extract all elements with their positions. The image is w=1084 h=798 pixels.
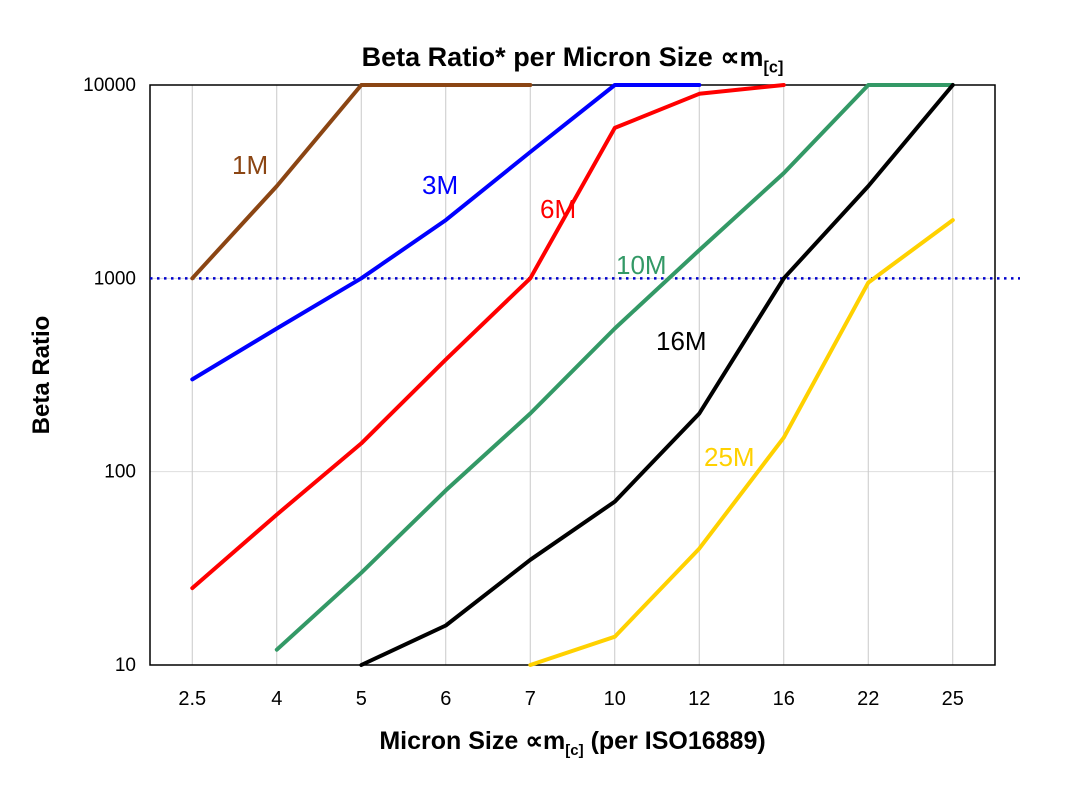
series-line-1M <box>190 83 533 281</box>
y-tick-label: 10000 <box>83 75 136 96</box>
series-label-1M: 1M <box>232 150 268 180</box>
series-label-16M: 16M <box>656 326 707 356</box>
x-axis-micron-symbol: ∝m <box>525 727 566 755</box>
chart-title: Beta Ratio* per Micron Size ∝m[c] <box>150 42 995 77</box>
series-label-6M: 6M <box>540 194 576 224</box>
x-tick-label: 2.5 <box>178 688 206 710</box>
series-line-25M <box>528 218 955 667</box>
x-tick-label: 5 <box>356 688 367 710</box>
x-tick-label: 4 <box>271 688 282 710</box>
series-line-10M <box>274 83 955 652</box>
y-tick-label: 100 <box>104 462 136 483</box>
x-tick-label: 22 <box>857 688 879 710</box>
x-tick-label: 12 <box>688 688 710 710</box>
chart-title-text: Beta Ratio* per Micron Size <box>361 42 721 72</box>
plot-border <box>149 84 996 666</box>
x-axis-subscript: [c] <box>565 742 584 759</box>
chart-title-micron-symbol: ∝m <box>720 42 764 72</box>
series-label-3M: 3M <box>422 170 458 200</box>
x-axis-title: Micron Size ∝m[c] (per ISO16889) <box>150 726 995 759</box>
series-line-16M <box>359 83 955 667</box>
x-tick-label: 25 <box>942 688 964 710</box>
chart-title-subscript: [c] <box>763 58 784 77</box>
x-tick-label: 16 <box>773 688 795 710</box>
series-line-6M <box>190 83 786 591</box>
y-tick-label: 1000 <box>94 268 136 289</box>
series-label-10M: 10M <box>616 250 667 280</box>
x-tick-label: 7 <box>525 688 536 710</box>
x-tick-label: 6 <box>440 688 451 710</box>
series-line-3M <box>190 83 702 382</box>
x-axis-title-suffix: (per ISO16889) <box>583 727 766 755</box>
y-tick-label: 10 <box>115 655 136 676</box>
series-label-25M: 25M <box>704 442 755 472</box>
x-tick-label: 10 <box>604 688 626 710</box>
x-axis-title-text: Micron Size <box>379 727 526 755</box>
